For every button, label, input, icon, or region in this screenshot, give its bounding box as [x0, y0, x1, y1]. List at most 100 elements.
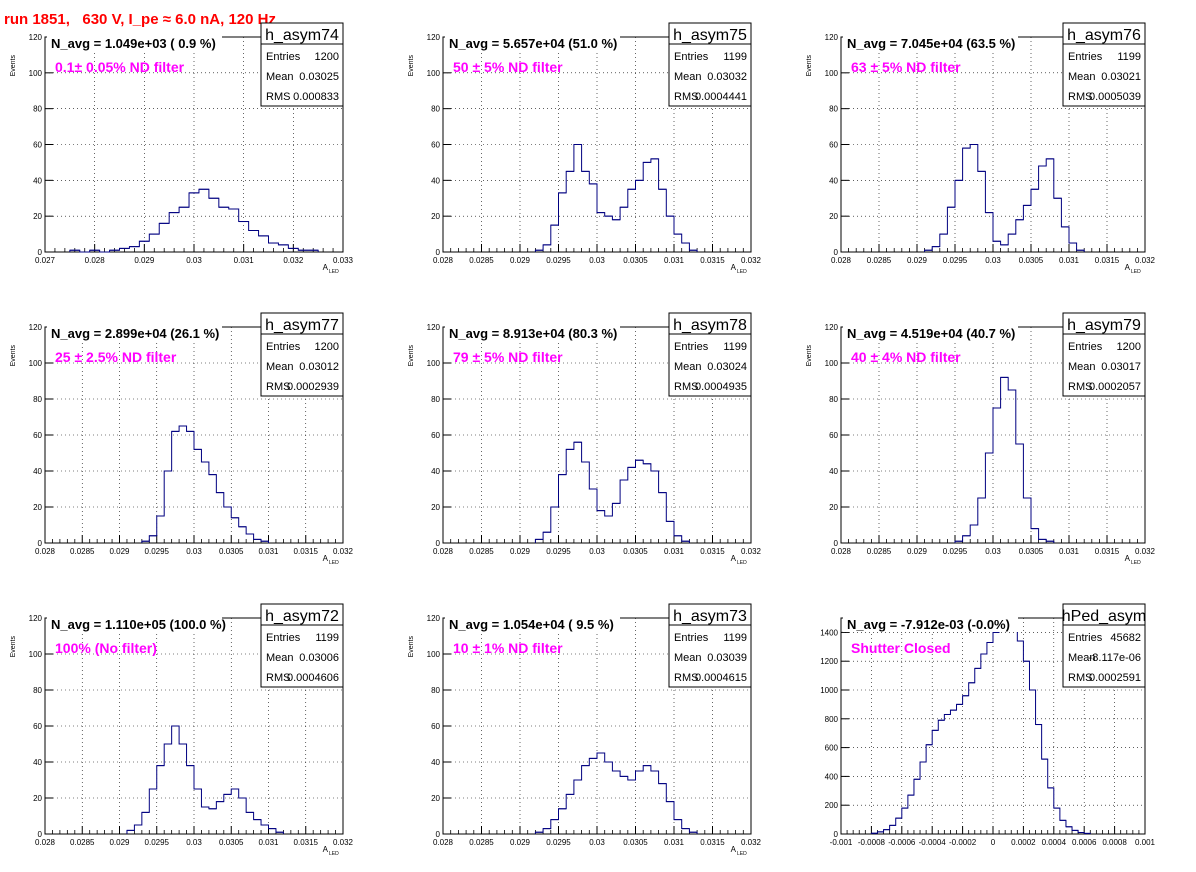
x-axis-label: A: [731, 845, 737, 854]
stats-label: Mean: [1068, 652, 1096, 664]
stats-value: 0.03039: [707, 652, 747, 664]
x-tick-label: 0.029: [510, 256, 531, 265]
stats-box: [1062, 22, 1146, 107]
filter-annotation: 50 ± 5% ND filter: [453, 59, 563, 75]
x-axis-label: A: [1125, 554, 1131, 563]
y-tick-label: 40: [431, 467, 440, 476]
page-title: run 1851, 630 V, I_pe ≈ 6.0 nA, 120 Hz: [4, 11, 276, 28]
y-tick-label: 20: [33, 503, 42, 512]
x-tick-label: 0.028: [831, 547, 852, 556]
panel-h_asym78: 0.028 0.0285 0.029 0.0295 0.03 0.0305 0.031 0.0…: [408, 312, 762, 566]
x-tick-label: 0.0285: [70, 547, 95, 556]
y-tick-label: 60: [829, 431, 838, 440]
y-tick-label: 0: [38, 830, 43, 839]
x-tick-label: 0.029: [907, 256, 928, 265]
stats-label: Entries: [1068, 632, 1103, 644]
y-tick-label: 40: [431, 758, 440, 767]
histogram-name: hPed_asym: [1062, 608, 1147, 625]
y-tick-label: 40: [829, 467, 838, 476]
y-tick-label: 80: [829, 105, 838, 114]
x-tick-label: 0.001: [1135, 838, 1156, 847]
histogram-name: h_asym72: [265, 608, 339, 625]
histogram-line: [534, 441, 690, 543]
y-tick-label: 20: [829, 212, 838, 221]
x-axis-label: A: [323, 263, 329, 272]
title-backdrop: [843, 617, 1018, 632]
stats-label: RMS: [266, 91, 290, 103]
x-tick-label: 0.032: [1135, 256, 1156, 265]
y-tick-label: 120: [825, 33, 839, 42]
y-axis-label: Events: [408, 345, 415, 367]
stats-label: Entries: [266, 632, 301, 644]
y-tick-label: 60: [431, 722, 440, 731]
y-tick-label: 40: [431, 176, 440, 185]
x-tick-label: 0.028: [433, 838, 454, 847]
y-tick-label: 60: [33, 141, 42, 150]
panel-title: N_avg = 4.519e+04 (40.7 %): [847, 326, 1015, 341]
stats-label: Entries: [266, 341, 301, 353]
x-tick-label: -0.0006: [888, 838, 916, 847]
panel-hPed_asym: -0.001 -0.0008 -0.0006 -0.0004 -0.0002 0 0.000…: [820, 603, 1156, 847]
stats-box: [668, 22, 752, 107]
title-backdrop: [445, 617, 620, 632]
x-axis-label-sub: LED: [737, 560, 747, 566]
stats-value: 0.03025: [299, 71, 339, 83]
x-axis-label-sub: LED: [329, 560, 339, 566]
panel-title: N_avg = 1.110e+05 (100.0 %): [51, 617, 226, 632]
panel-h_asym72: 0.028 0.0285 0.029 0.0295 0.03 0.0305 0.031 0.0…: [10, 603, 354, 857]
stats-label: Entries: [674, 341, 709, 353]
stats-value: 0.03017: [1101, 361, 1141, 373]
x-tick-label: 0.031: [664, 838, 685, 847]
x-tick-label: 0.031: [258, 838, 279, 847]
stats-label: RMS: [674, 672, 698, 684]
x-tick-label: 0.032: [283, 256, 304, 265]
stats-label: Mean: [674, 652, 702, 664]
stats-label: Mean: [1068, 71, 1096, 83]
title-backdrop: [445, 36, 620, 51]
y-axis-label: Events: [10, 636, 17, 658]
y-tick-label: 40: [33, 176, 42, 185]
x-tick-label: 0.0004: [1042, 838, 1067, 847]
filter-annotation: 63 ± 5% ND filter: [851, 59, 961, 75]
panel-title: N_avg = 1.049e+03 ( 0.9 %): [51, 36, 216, 51]
x-tick-label: 0.0285: [469, 838, 494, 847]
x-tick-label: 0.028: [433, 547, 454, 556]
y-tick-label: 0: [834, 248, 839, 257]
x-tick-label: 0.0315: [1095, 256, 1120, 265]
x-tick-label: 0.029: [109, 838, 130, 847]
x-tick-label: 0.0315: [700, 838, 725, 847]
stats-value: 0.0005039: [1089, 91, 1141, 103]
title-backdrop: [843, 326, 1018, 341]
stats-label: Mean: [1068, 361, 1096, 373]
x-tick-label: 0.028: [35, 547, 56, 556]
stats-value: 0.000833: [293, 91, 339, 103]
y-tick-label: 0: [436, 248, 441, 257]
x-axis-label: A: [323, 554, 329, 563]
stats-value: 1200: [1117, 341, 1141, 353]
x-tick-label: 0.029: [134, 256, 155, 265]
y-tick-label: 100: [29, 359, 43, 368]
x-tick-label: 0.033: [333, 256, 354, 265]
stats-value: -8.117e-06: [1089, 652, 1141, 664]
y-tick-label: 80: [33, 686, 42, 695]
x-tick-label: 0.0008: [1102, 838, 1127, 847]
x-tick-label: 0.032: [333, 838, 354, 847]
stats-value: 0.0002939: [287, 381, 339, 393]
x-tick-label: 0.0295: [145, 547, 170, 556]
y-axis-label: Events: [408, 55, 415, 77]
x-axis-label-sub: LED: [329, 269, 339, 275]
panel-title: N_avg = 7.045e+04 (63.5 %): [847, 36, 1015, 51]
y-tick-label: 120: [427, 33, 441, 42]
stats-value: 0.0004606: [287, 672, 339, 684]
stats-label: Entries: [674, 51, 709, 63]
x-tick-label: 0.027: [35, 256, 56, 265]
histogram-name: h_asym76: [1067, 27, 1141, 44]
y-tick-label: 20: [431, 212, 440, 221]
x-tick-label: 0.0305: [623, 256, 648, 265]
stats-value: 1199: [1117, 51, 1141, 63]
stats-value: 1199: [315, 632, 339, 644]
stats-label: Mean: [674, 361, 702, 373]
x-tick-label: 0.0295: [546, 547, 571, 556]
panel-title: N_avg = 1.054e+04 ( 9.5 %): [449, 617, 614, 632]
x-tick-label: 0.029: [510, 838, 531, 847]
